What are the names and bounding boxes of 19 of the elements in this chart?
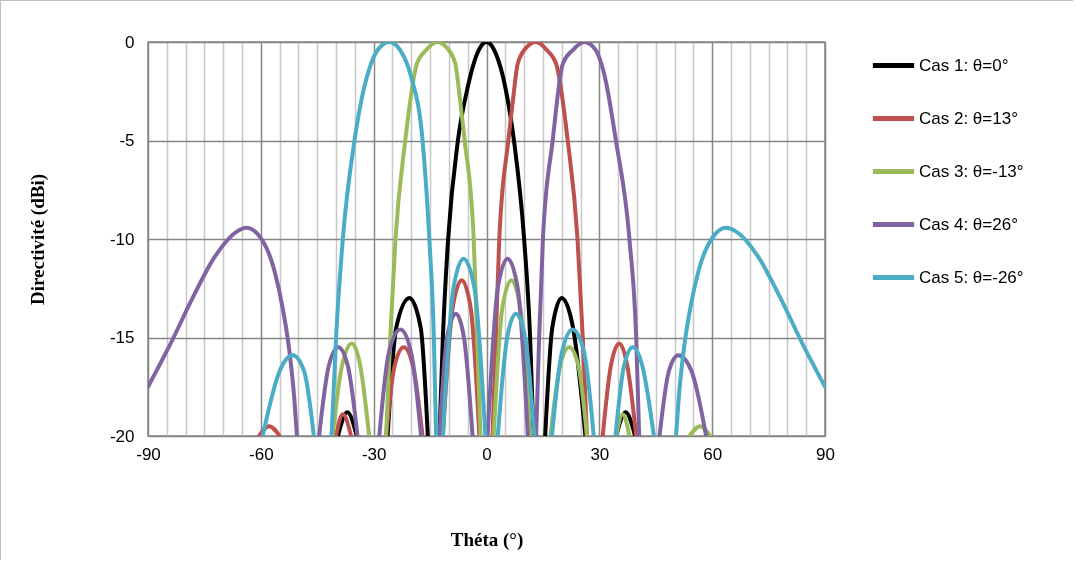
legend-label: Cas 3: θ=-13° bbox=[919, 161, 1024, 181]
y-tick-label: -20 bbox=[109, 426, 135, 446]
x-tick-label: -60 bbox=[249, 444, 274, 464]
x-axis-title: Théta (°) bbox=[450, 528, 524, 551]
y-tick-label: 0 bbox=[125, 32, 135, 52]
x-tick-label: -90 bbox=[136, 444, 161, 464]
x-tick-label: 30 bbox=[590, 444, 610, 464]
legend-label: Cas 1: θ=0° bbox=[919, 55, 1009, 75]
y-tick-label: -5 bbox=[119, 131, 135, 150]
legend-label: Cas 4: θ=26° bbox=[919, 214, 1018, 234]
legend-label: Cas 2: θ=13° bbox=[919, 108, 1018, 128]
x-tick-label: 90 bbox=[816, 444, 835, 464]
x-tick-label: -30 bbox=[361, 444, 387, 464]
x-tick-label: 0 bbox=[482, 444, 492, 464]
x-tick-label: 60 bbox=[703, 444, 723, 464]
legend-label: Cas 5: θ=-26° bbox=[919, 267, 1024, 287]
y-tick-label: -15 bbox=[109, 328, 135, 347]
y-axis-title: Directivité (dBi) bbox=[26, 173, 49, 306]
y-tick-label: -10 bbox=[109, 229, 135, 249]
